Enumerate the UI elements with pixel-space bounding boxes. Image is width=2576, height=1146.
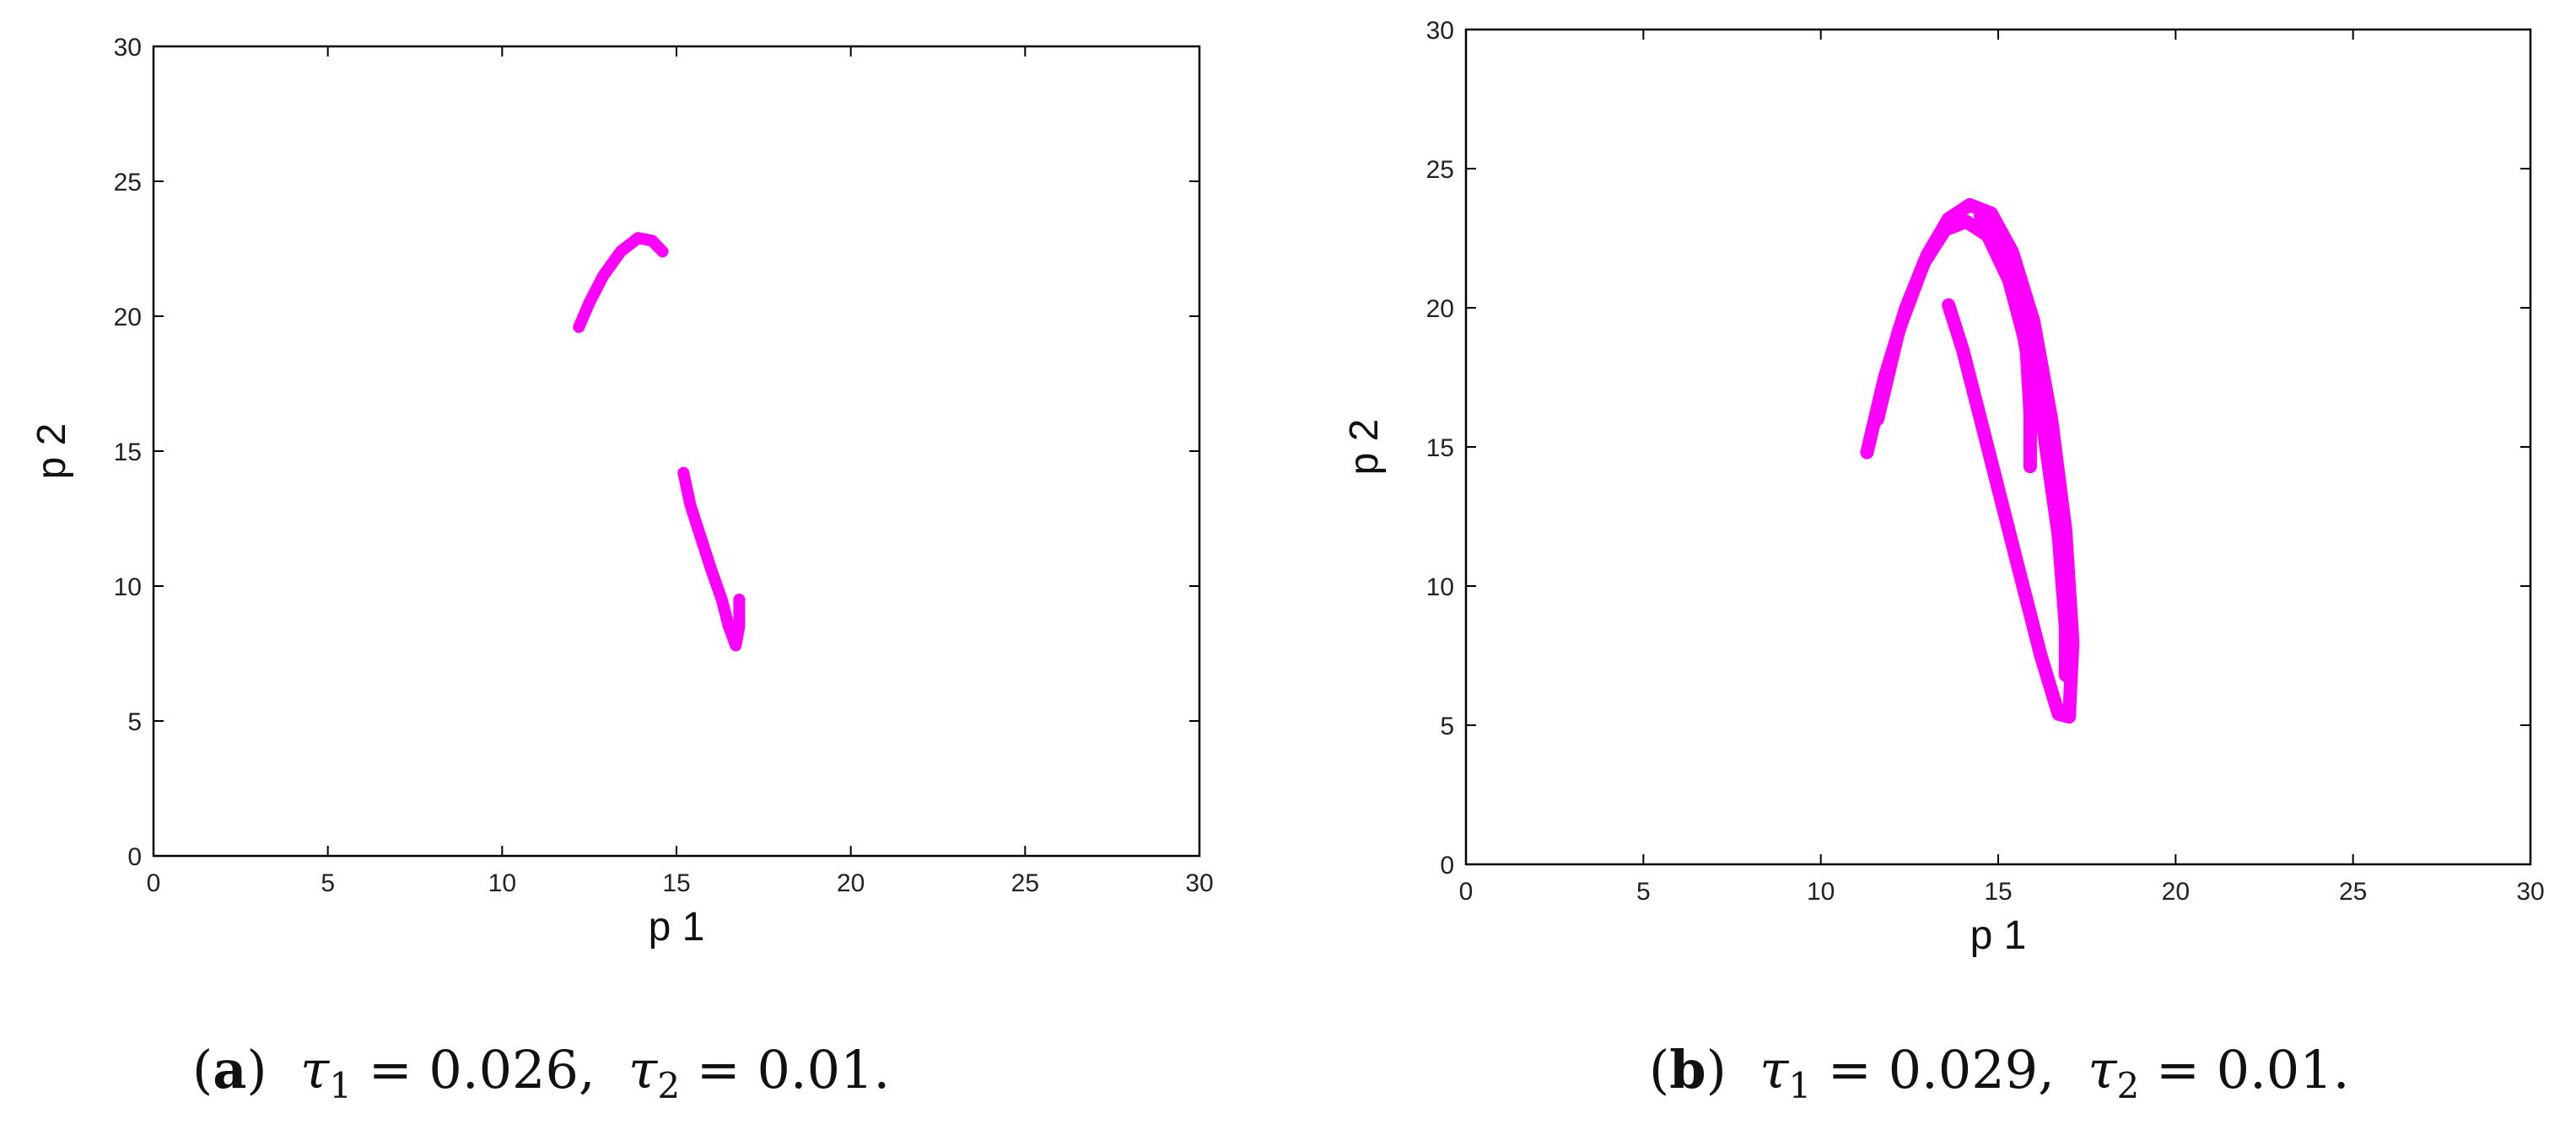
y-axis-title-a: p 2 (30, 423, 74, 480)
trajectory-a-0 (573, 232, 669, 333)
trajectory-b-1 (1871, 214, 2072, 682)
caption-b-letter: b (1669, 1039, 1706, 1100)
x-tick-label-b-3: 15 (1984, 878, 2012, 906)
x-tick-label-b-0: 0 (1459, 878, 1474, 906)
y-tick-label-b-5: 25 (1426, 156, 1454, 184)
x-tick-label-a-5: 25 (1011, 869, 1039, 897)
x-axis-title-b: p 1 (1970, 913, 2027, 958)
x-tick-label-a-2: 10 (488, 869, 516, 897)
caption-b: (b) τ1 = 0.029, τ2 = 0.01. (1649, 1039, 2350, 1106)
x-tick-label-a-0: 0 (147, 869, 161, 897)
y-tick-label-b-3: 15 (1426, 434, 1454, 462)
x-tick-label-a-3: 15 (662, 869, 690, 897)
caption-a-tau1: 0.026 (428, 1039, 579, 1100)
y-tick-label-a-0: 0 (127, 843, 142, 871)
x-tick-label-b-2: 10 (1807, 878, 1835, 906)
trajectory-b-2 (1974, 209, 2037, 474)
y-tick-label-b-2: 10 (1426, 573, 1454, 601)
y-tick-label-b-6: 30 (1426, 17, 1454, 45)
plot-panel-a: 0 5 10 15 20 25 30 0 5 10 15 20 25 30 p 1 p 2 (30, 34, 1214, 950)
plot-panel-b: 0 5 10 15 20 25 30 0 5 10 15 20 25 30 p 1 p 2 (1342, 17, 2545, 958)
y-axis-title-b: p 2 (1342, 419, 1387, 476)
caption-b-tau2: 0.01 (2216, 1039, 2333, 1100)
x-tick-label-b-1: 5 (1636, 878, 1651, 906)
x-tick-label-a-1: 5 (321, 869, 335, 897)
trajectory-a-1 (677, 466, 746, 652)
x-tick-label-a-4: 20 (837, 869, 865, 897)
x-tick-label-b-4: 20 (2162, 878, 2190, 906)
plot-frame-b (1464, 28, 2532, 866)
caption-a-tau2: 0.01 (757, 1039, 874, 1100)
y-tick-label-a-5: 25 (114, 169, 142, 196)
y-tick-label-a-2: 10 (114, 573, 142, 601)
y-tick-label-a-6: 30 (114, 34, 142, 62)
x-tick-label-a-6: 30 (1185, 869, 1213, 897)
y-tick-label-b-0: 0 (1440, 852, 1454, 880)
caption-a-letter: a (213, 1039, 247, 1100)
y-tick-label-a-1: 5 (127, 708, 142, 736)
x-tick-label-b-5: 25 (2339, 878, 2367, 906)
y-tick-label-b-1: 5 (1440, 713, 1454, 740)
plot-frame-a (152, 45, 1201, 858)
x-axis-title-a: p 1 (649, 905, 705, 950)
y-tick-label-a-3: 15 (114, 438, 142, 466)
x-tick-label-b-6: 30 (2516, 878, 2544, 906)
y-tick-label-b-4: 20 (1426, 295, 1454, 323)
caption-b-tau1: 0.029 (1888, 1039, 2039, 1100)
caption-a: (a) τ1 = 0.026, τ2 = 0.01. (192, 1039, 891, 1106)
y-tick-label-a-4: 20 (114, 304, 142, 331)
